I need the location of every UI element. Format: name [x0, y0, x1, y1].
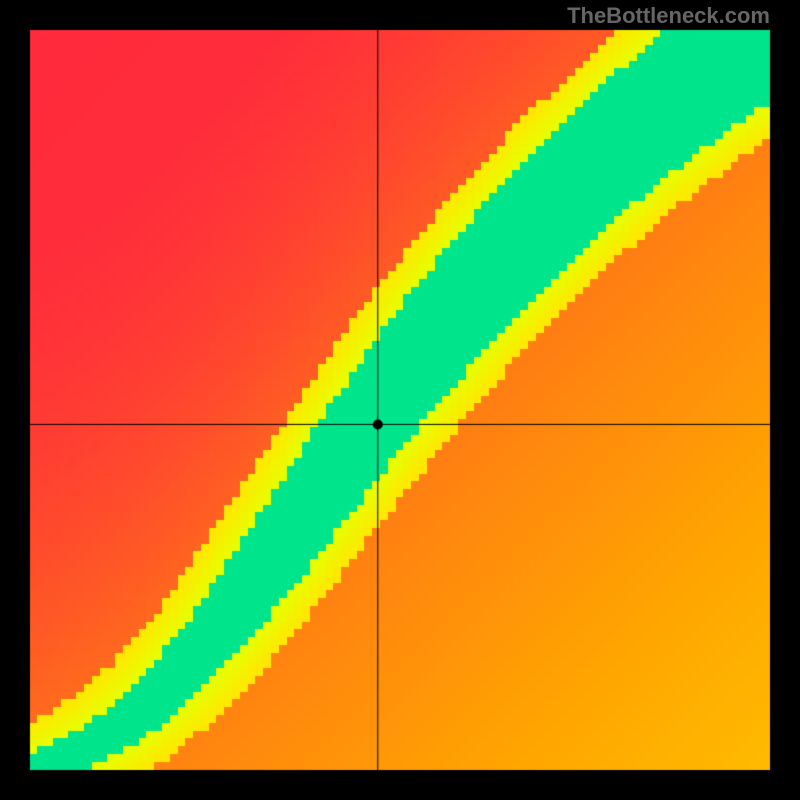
watermark-text: TheBottleneck.com: [567, 3, 770, 29]
heatmap-canvas: [0, 0, 800, 800]
